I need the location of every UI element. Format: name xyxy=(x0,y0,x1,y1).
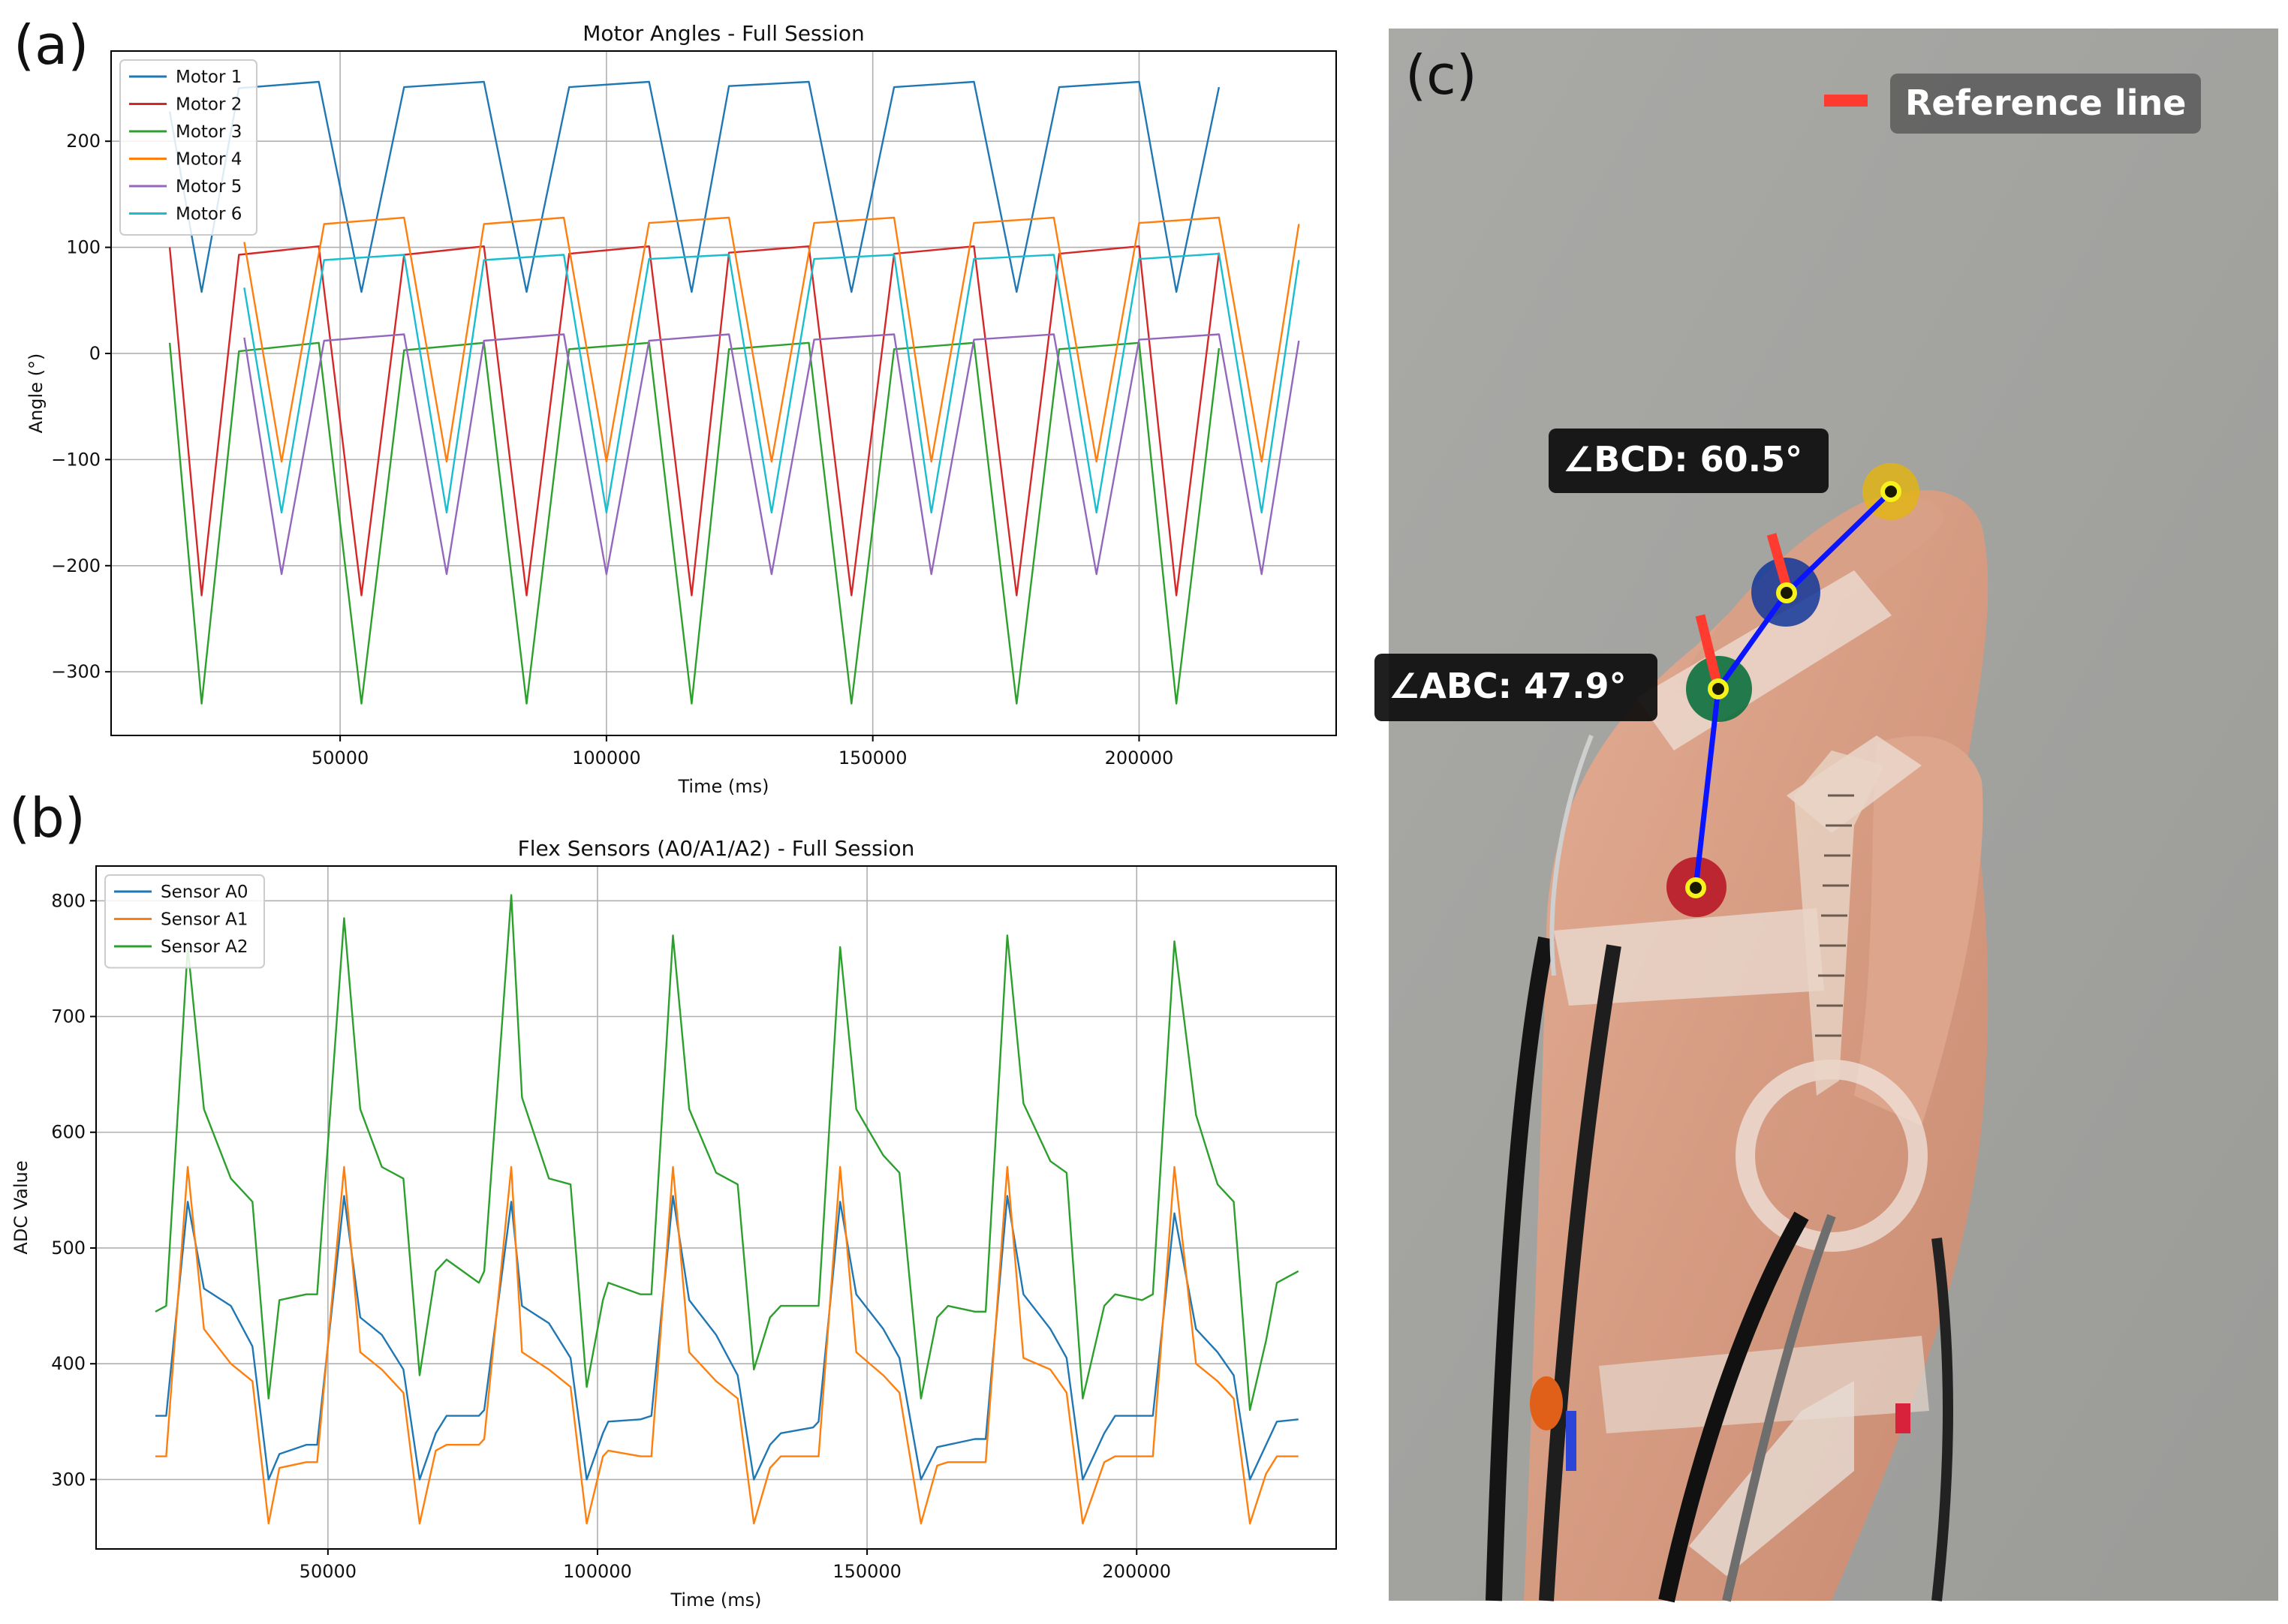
orange-connector xyxy=(1530,1376,1563,1430)
thumb xyxy=(1854,735,1983,1126)
chart-a-legend-label: Motor 3 xyxy=(176,122,242,142)
spring-track xyxy=(1794,750,1884,1096)
chart-a-legend: Motor 1 Motor 2 Motor 3 Motor 4 Motor 5 Motor… xyxy=(119,59,257,236)
finger-skeleton xyxy=(1693,489,1893,889)
cable-3 xyxy=(1658,1211,1809,1603)
chart-b-y-tick-label: 700 xyxy=(51,1006,86,1027)
chart-b-legend-label: Sensor A0 xyxy=(161,883,248,902)
chart-b-y-tick-label: 500 xyxy=(51,1238,86,1259)
angle-abc-label: ∠ABC: 47.9° xyxy=(1389,666,1627,706)
reference-line-label-box xyxy=(1890,74,2201,134)
chart-a-legend-label: Motor 4 xyxy=(176,150,242,170)
joint-b xyxy=(1708,678,1729,699)
photo-panel: (c) Re xyxy=(1374,29,2278,1603)
chart-b-series-lines xyxy=(155,894,1299,1525)
chart-a-y-tick-label: −200 xyxy=(51,555,101,576)
panel-b-label: (b) xyxy=(9,786,86,850)
chart-a-legend-label: Motor 2 xyxy=(176,95,242,115)
brace-strap-1 xyxy=(1554,908,1824,1006)
chart-b-x-tick-label: 100000 xyxy=(563,1561,632,1582)
chart-a-title: Motor Angles - Full Session xyxy=(583,21,865,46)
chart-a-y-tick-label: 100 xyxy=(66,237,101,258)
chart-a-y-tick-label: −300 xyxy=(51,661,101,682)
chart-b-x-axis-label: Time (ms) xyxy=(670,1589,762,1610)
chart-b-y-tick-label: 600 xyxy=(51,1122,86,1143)
chart-a-x-tick-label: 100000 xyxy=(572,747,641,768)
chart-b-ticks: 50000 100000 150000 200000 300 400 500 600 700 80… xyxy=(51,890,1171,1582)
cable-4 xyxy=(1722,1213,1836,1602)
joint-a xyxy=(1685,877,1706,898)
reference-line-label: Reference line xyxy=(1905,83,2186,123)
cable-5 xyxy=(1931,1238,1953,1601)
joint-d xyxy=(1880,481,1901,502)
chart-a-legend-label: Motor 1 xyxy=(176,68,242,87)
chart-a-series-line-2 xyxy=(168,245,1221,597)
chart-b-x-tick-label: 150000 xyxy=(832,1561,902,1582)
chart-b-title: Flex Sensors (A0/A1/A2) - Full Session xyxy=(518,836,915,861)
chart-b-y-tick-label: 400 xyxy=(51,1353,86,1374)
joint-c xyxy=(1776,582,1797,603)
chart-a-axes-frame xyxy=(110,50,1337,736)
chart-a-series-lines xyxy=(168,80,1300,705)
chart-b-plot-area xyxy=(96,866,1336,1549)
chart-a-ticks: 50000 100000 150000 200000 −300 −200 −100 0 100 2… xyxy=(51,131,1173,768)
chart-a-y-tick-label: −100 xyxy=(51,449,101,470)
chart-a-x-tick-label: 200000 xyxy=(1105,747,1174,768)
chart-a-y-tick-label: 0 xyxy=(89,343,101,364)
chart-b-legend-label: Sensor A1 xyxy=(161,910,248,930)
chart-a-series-line-1 xyxy=(168,80,1221,293)
chart-a-x-axis-label: Time (ms) xyxy=(678,776,769,797)
chart-a-series-line-6 xyxy=(243,252,1300,514)
chart-b-series-line-2 xyxy=(155,1165,1299,1525)
chart-a-series-line-3 xyxy=(168,341,1221,705)
red-connector xyxy=(1895,1403,1910,1433)
chart-a-legend-label: Motor 5 xyxy=(176,177,242,197)
chart-b-series-line-3 xyxy=(155,894,1299,1412)
chart-b-legend: Sensor A0 Sensor A1 Sensor A2 xyxy=(104,874,265,969)
spring-coils xyxy=(1815,794,1854,1037)
wire-1 xyxy=(1549,734,1594,976)
chart-a-series-line-5 xyxy=(243,333,1300,576)
chart-b-grid xyxy=(96,866,1336,1549)
chart-motor-angles: Motor Angles - Full Session 50000 100000 1… xyxy=(26,21,1337,797)
brace-wrist-plate xyxy=(1689,1381,1854,1576)
chart-a-y-axis-label: Angle (°) xyxy=(26,353,47,434)
panel-a-label: (a) xyxy=(14,14,89,77)
chart-b-y-tick-label: 300 xyxy=(51,1469,86,1490)
angle-bcd-label: ∠BCD: 60.5° xyxy=(1563,439,1802,480)
chart-b-y-axis-label: ADC Value xyxy=(11,1160,32,1254)
reference-line-swatch xyxy=(1824,95,1868,107)
chart-a-x-tick-label: 50000 xyxy=(312,747,369,768)
chart-a-x-tick-label: 150000 xyxy=(838,747,908,768)
cable-2 xyxy=(1539,944,1621,1601)
chart-b-y-tick-label: 800 xyxy=(51,890,86,911)
chart-b-x-tick-label: 50000 xyxy=(300,1561,357,1582)
chart-b-legend-box xyxy=(104,874,265,969)
angle-abc-box xyxy=(1374,654,1657,721)
chart-b-legend-label: Sensor A2 xyxy=(161,937,248,957)
panel-c-label: (c) xyxy=(1405,44,1477,107)
blue-connector xyxy=(1566,1411,1576,1471)
chart-a-legend-label: Motor 6 xyxy=(176,205,242,224)
reference-line-b xyxy=(1695,614,1721,681)
reference-line-c xyxy=(1766,533,1792,588)
chart-b-x-tick-label: 200000 xyxy=(1102,1561,1171,1582)
chart-b-axes-frame xyxy=(95,865,1337,1550)
chart-a-series-line-4 xyxy=(243,216,1300,463)
cable-1 xyxy=(1486,936,1555,1601)
angle-bcd-box xyxy=(1549,429,1829,493)
chart-flex-sensors: Flex Sensors (A0/A1/A2) - Full Session 5… xyxy=(11,836,1337,1610)
joint-points xyxy=(1685,481,1901,898)
chart-a-y-tick-label: 200 xyxy=(66,131,101,152)
